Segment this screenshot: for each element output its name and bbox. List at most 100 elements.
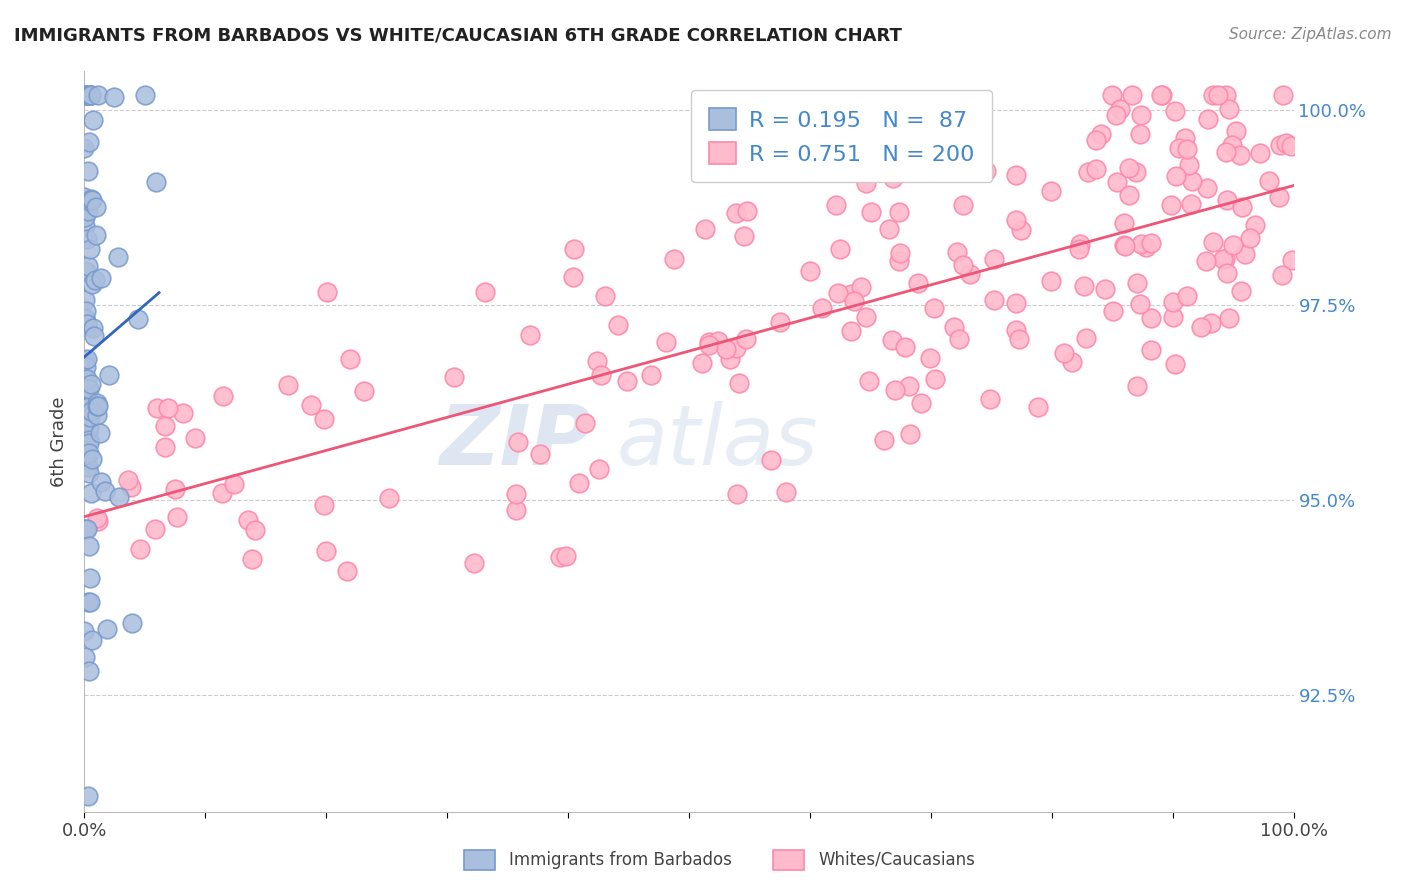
Point [1230, 285, 1253, 299]
Point [1118, 188, 1140, 202]
Point [86, 511, 108, 525]
Point [889, 246, 911, 260]
Point [1215, 145, 1237, 160]
Point [1161, 294, 1184, 309]
Point [314, 411, 336, 425]
Point [76, 522, 98, 536]
Point [82, 277, 104, 291]
Point [1105, 175, 1128, 189]
Point [1216, 266, 1239, 280]
Point [128, 541, 150, 556]
Point [942, 320, 965, 334]
Point [1090, 127, 1112, 141]
Point [855, 177, 877, 191]
Point [882, 170, 904, 185]
Point [952, 198, 974, 212]
Point [588, 462, 610, 476]
Point [79, 486, 101, 500]
Point [76, 372, 98, 386]
Point [910, 395, 932, 409]
Point [76, 232, 98, 246]
Point [898, 379, 921, 393]
Point [1178, 158, 1201, 172]
Point [87, 87, 110, 102]
Point [79, 433, 101, 447]
Point [82, 193, 104, 207]
Point [1225, 124, 1247, 138]
Point [353, 384, 375, 398]
Point [655, 334, 678, 349]
Point [156, 401, 179, 416]
Point [75, 311, 97, 326]
Point [153, 440, 176, 454]
Point [339, 352, 361, 367]
Point [77, 419, 100, 434]
Point [1005, 323, 1028, 337]
Point [1202, 235, 1225, 249]
Point [98, 368, 121, 383]
Point [73, 190, 96, 204]
Point [153, 419, 176, 434]
Point [775, 484, 797, 499]
Point [1005, 168, 1028, 182]
Point [1129, 237, 1152, 252]
Y-axis label: 6th Grade: 6th Grade [51, 396, 69, 487]
Point [224, 476, 246, 491]
Point [77, 595, 100, 609]
Point [907, 277, 929, 291]
Point [86, 399, 108, 413]
Point [79, 571, 101, 585]
Point [1249, 145, 1271, 160]
Point [1271, 268, 1294, 282]
Point [952, 258, 974, 272]
Point [607, 318, 630, 332]
Legend: R = 0.195   N =  87, R = 0.751   N = 200: R = 0.195 N = 87, R = 0.751 N = 200 [692, 90, 993, 182]
Point [1129, 296, 1152, 310]
Point [75, 87, 97, 102]
Point [79, 242, 101, 256]
Point [80, 87, 103, 102]
Point [79, 594, 101, 608]
Point [519, 328, 541, 343]
Point [811, 301, 834, 315]
Point [103, 90, 125, 104]
Point [87, 400, 110, 414]
Point [163, 482, 186, 496]
Point [734, 332, 756, 346]
Point [79, 192, 101, 206]
Point [1166, 169, 1188, 183]
Point [529, 447, 551, 461]
Point [77, 664, 100, 678]
Point [73, 522, 96, 536]
Point [77, 135, 100, 149]
Point [84, 228, 107, 243]
Point [120, 480, 142, 494]
Point [1067, 243, 1090, 257]
Point [548, 549, 571, 564]
Point [887, 253, 910, 268]
Point [1244, 218, 1267, 232]
Point [707, 334, 730, 348]
Point [849, 280, 872, 294]
Point [76, 318, 98, 332]
Point [1004, 213, 1026, 227]
Point [82, 113, 104, 128]
Text: IMMIGRANTS FROM BARBADOS VS WHITE/CAUCASIAN 6TH GRADE CORRELATION CHART: IMMIGRANTS FROM BARBADOS VS WHITE/CAUCAS… [14, 27, 901, 45]
Point [1160, 198, 1182, 212]
Point [80, 632, 103, 647]
Point [75, 264, 97, 278]
Point [1258, 174, 1281, 188]
Point [505, 486, 527, 500]
Point [1233, 247, 1256, 261]
Point [974, 164, 997, 178]
Point [1135, 240, 1157, 254]
Point [75, 432, 97, 446]
Point [1164, 357, 1187, 371]
Point [1101, 304, 1123, 318]
Point [725, 341, 748, 355]
Point [1164, 104, 1187, 119]
Point [889, 205, 911, 219]
Point [1140, 343, 1163, 357]
Point [828, 242, 851, 256]
Point [1281, 253, 1303, 268]
